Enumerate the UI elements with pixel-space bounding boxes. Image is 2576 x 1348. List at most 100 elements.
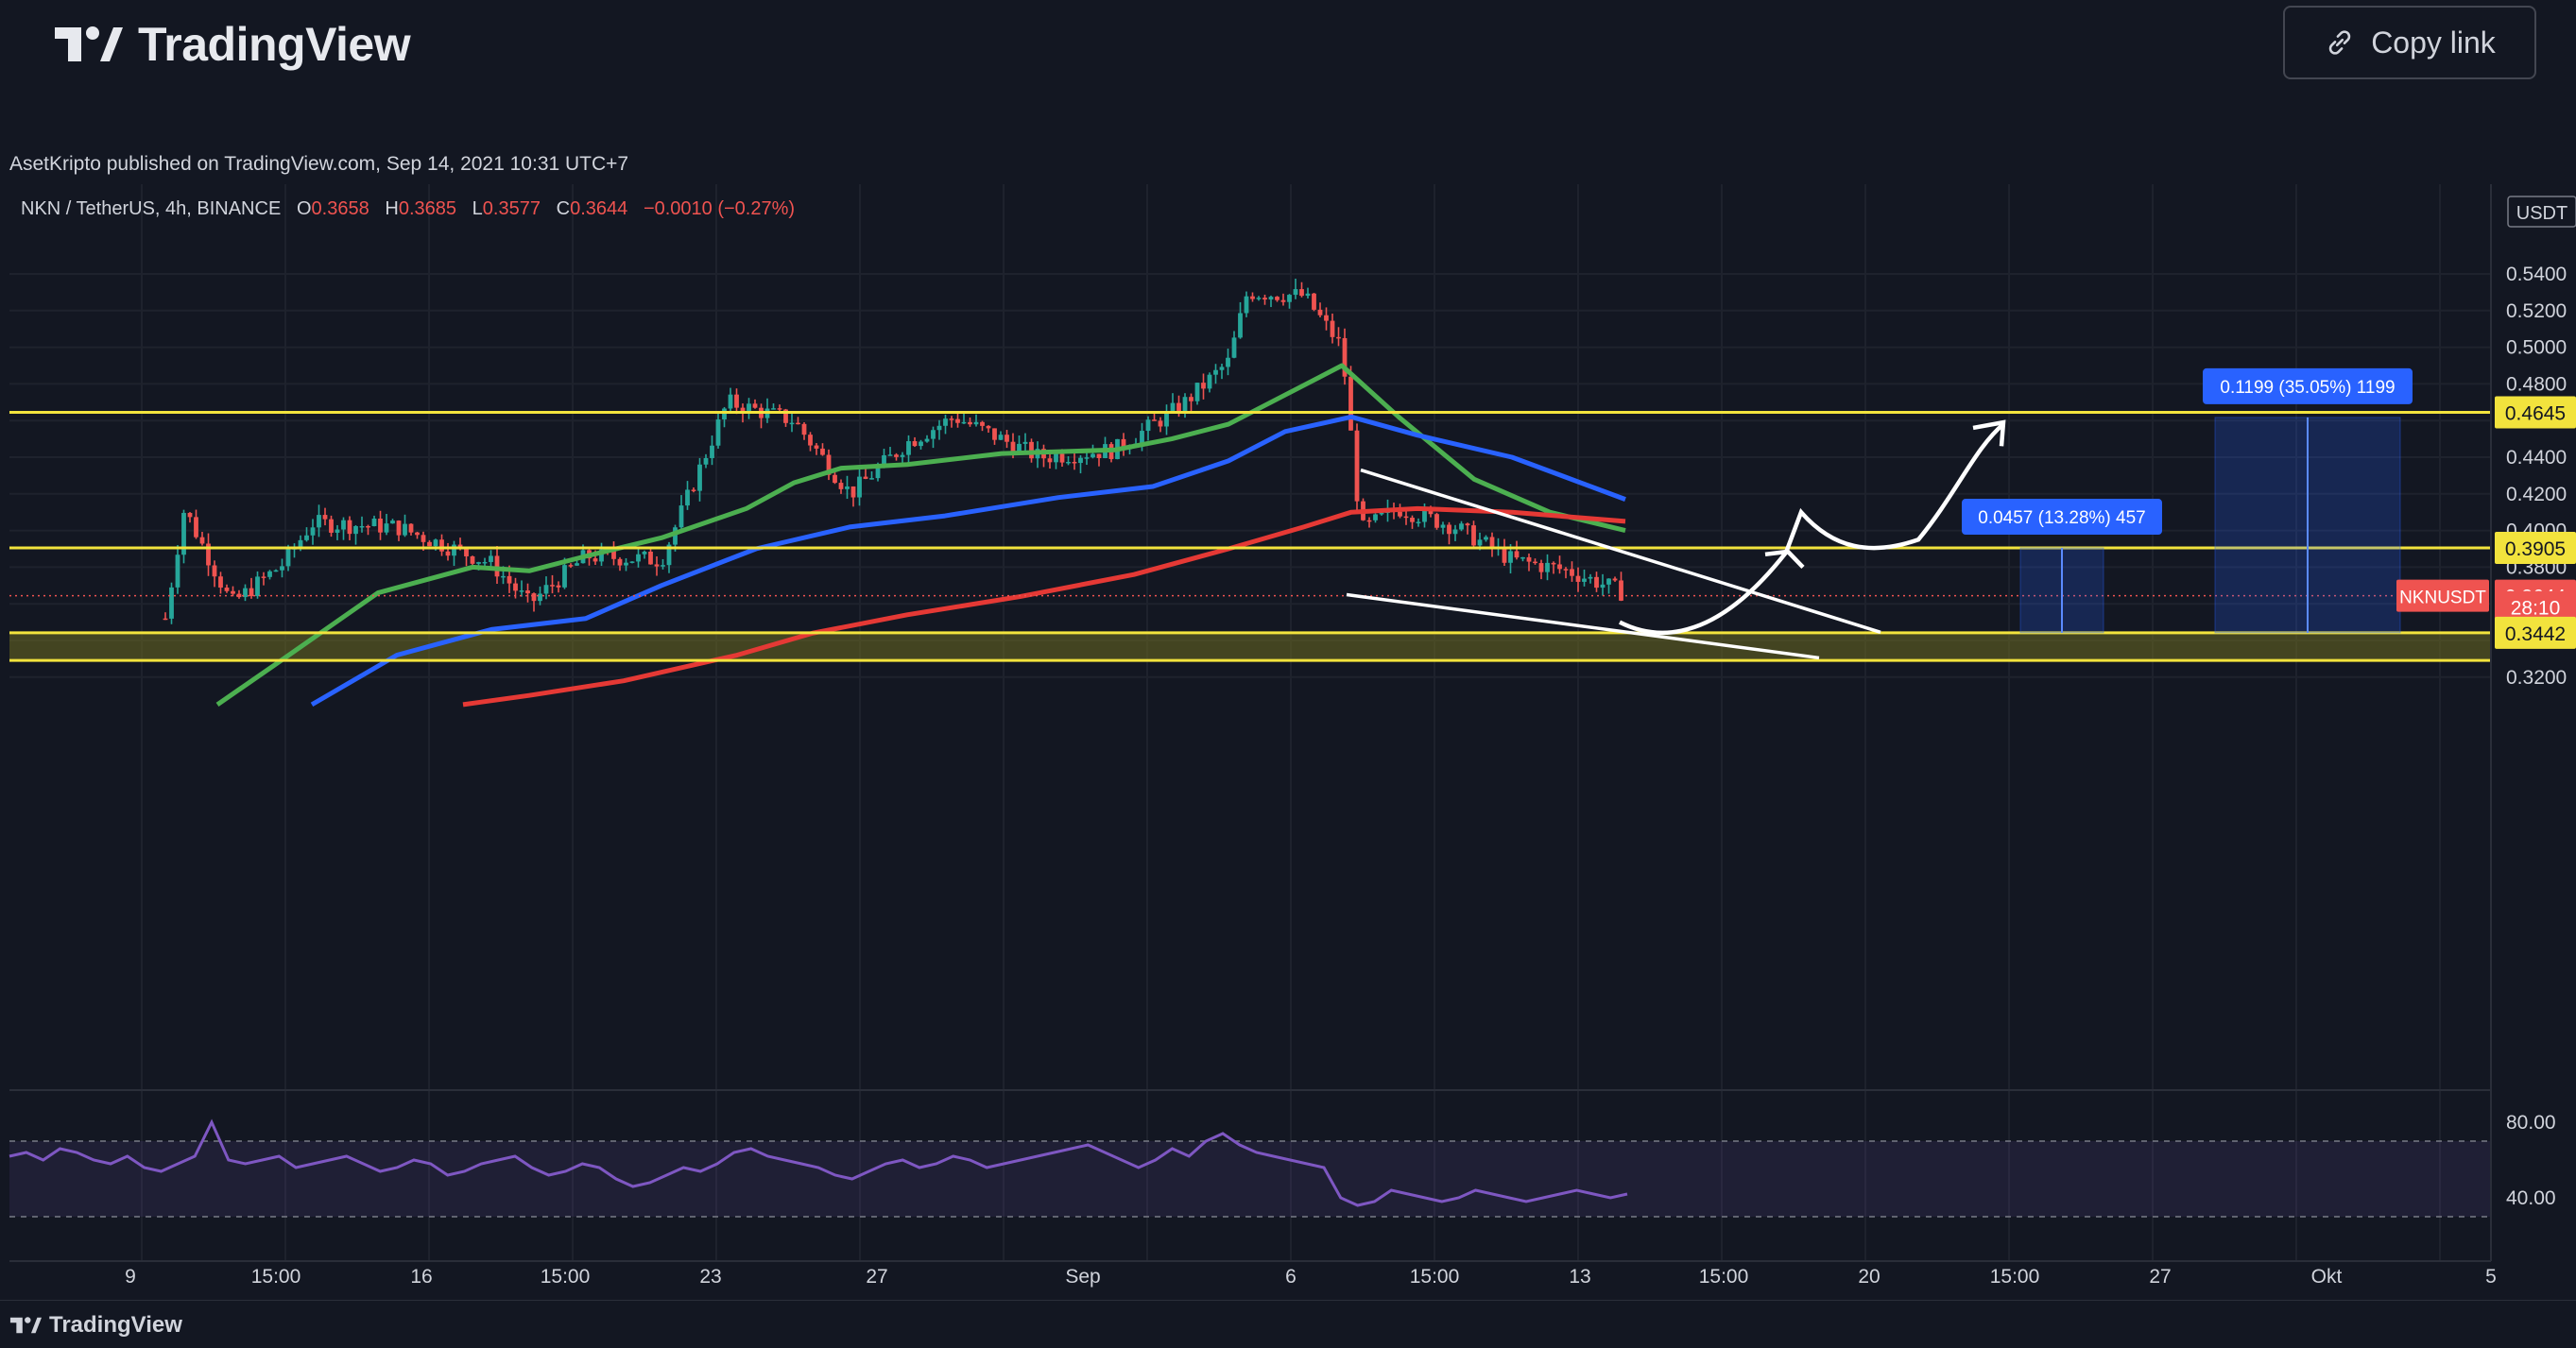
time-tick: 20 xyxy=(1858,1266,1880,1288)
candle-body xyxy=(1403,516,1409,519)
support-zone xyxy=(9,632,2491,661)
candle-body xyxy=(445,551,451,556)
candle-body xyxy=(231,590,235,594)
candle-body xyxy=(224,588,230,591)
high-value: 0.3685 xyxy=(398,198,456,219)
candle-body xyxy=(1164,410,1169,427)
wedge-upper-line xyxy=(1360,468,1881,634)
top-bar: TradingView Copy link xyxy=(0,0,2576,140)
candle-body xyxy=(1588,576,1593,579)
candle-body xyxy=(857,476,862,498)
candle-body xyxy=(1594,576,1599,589)
candle-body xyxy=(390,520,395,524)
candle-body xyxy=(1010,441,1016,454)
projection-arrow-2 xyxy=(1783,422,2005,554)
symbol-label: NKN / TetherUS, 4h, BINANCE xyxy=(21,198,282,219)
tradingview-logo[interactable]: TradingView xyxy=(53,11,411,77)
candle-body xyxy=(1152,419,1157,421)
candle-body xyxy=(728,394,733,409)
candle-body xyxy=(1379,512,1384,515)
candle-body xyxy=(771,408,776,410)
time-tick: 15:00 xyxy=(541,1266,591,1288)
candle-body xyxy=(703,457,709,465)
candle-body xyxy=(875,467,881,479)
candle-body xyxy=(936,425,942,431)
price-tag: 0.3905 xyxy=(2505,538,2566,560)
candle-body xyxy=(1545,562,1550,572)
candle-body xyxy=(617,558,623,566)
candle-body xyxy=(912,441,918,447)
candle-body xyxy=(747,403,751,414)
candle-body xyxy=(384,523,389,533)
candle-body xyxy=(869,478,874,480)
candle-body xyxy=(1324,315,1329,321)
grid-lines xyxy=(9,184,2491,1261)
candle-body xyxy=(218,576,223,589)
candle-body xyxy=(1317,309,1323,316)
close-value: 0.3644 xyxy=(570,198,628,219)
candle-body xyxy=(1201,383,1206,389)
candle-body xyxy=(550,585,555,587)
time-tick: 15:00 xyxy=(1990,1266,2040,1288)
candle-body xyxy=(501,575,506,578)
candle-body xyxy=(1342,337,1348,377)
footer-logo[interactable]: TradingView xyxy=(9,1312,182,1339)
candle-body xyxy=(1219,367,1225,370)
price-tick: 0.5000 xyxy=(2506,337,2567,359)
candle-body xyxy=(863,476,868,479)
candle-body xyxy=(1275,297,1279,300)
candle-body xyxy=(1348,376,1353,431)
time-tick: 15:00 xyxy=(1699,1266,1749,1288)
candle-body xyxy=(273,570,279,572)
price-tick: 0.5400 xyxy=(2506,264,2567,285)
candle-body xyxy=(678,505,684,528)
candle-body xyxy=(525,590,530,594)
price-tick: 0.4200 xyxy=(2506,484,2567,505)
candle-body xyxy=(494,555,500,577)
candle-body xyxy=(507,575,512,584)
candle-body xyxy=(1176,402,1181,414)
candle-body xyxy=(1619,580,1623,601)
candle-body xyxy=(673,527,678,545)
candle-body xyxy=(415,532,420,536)
measurements: 0.0457 (13.28%) 457 0.1199 (35.05%) 1199 xyxy=(1962,367,2413,634)
candle-body xyxy=(666,544,672,566)
change-value: −0.0010 (−0.27%) xyxy=(643,198,796,219)
candle-body xyxy=(931,430,936,439)
candle-body xyxy=(464,547,469,556)
candle-body xyxy=(752,403,758,408)
time-tick: 27 xyxy=(2149,1266,2171,1288)
candle-body xyxy=(1140,431,1144,444)
candle-body xyxy=(900,454,905,457)
measure-label: 0.0457 (13.28%) 457 xyxy=(1978,508,2145,528)
candle-body xyxy=(845,486,850,489)
candle-body xyxy=(961,421,967,424)
candle-body xyxy=(457,544,463,548)
candle-body xyxy=(513,583,518,591)
horizontal-levels xyxy=(9,410,2491,662)
candle-body xyxy=(1054,453,1058,463)
time-tick: 13 xyxy=(1569,1266,1590,1288)
candle-body xyxy=(249,588,254,597)
candle-body xyxy=(850,486,856,498)
candle-body xyxy=(1447,524,1451,535)
candle-body xyxy=(919,441,923,447)
candle-body xyxy=(980,421,985,426)
copy-link-button[interactable]: Copy link xyxy=(2283,6,2536,79)
candle-body xyxy=(1059,453,1065,463)
candle-body xyxy=(285,548,291,567)
support-zone-fill xyxy=(9,632,2491,661)
candle-body xyxy=(243,588,248,598)
candle-body xyxy=(163,618,168,621)
candle-body xyxy=(1091,453,1095,458)
candle-body xyxy=(968,421,972,425)
price-tick: 0.5200 xyxy=(2506,300,2567,322)
candle-body xyxy=(1563,569,1569,571)
candle-body xyxy=(661,565,665,567)
ema-long-line xyxy=(462,505,1626,708)
candle-body xyxy=(181,512,186,555)
candle-body xyxy=(1005,435,1009,442)
chart-area[interactable]: 0.0457 (13.28%) 457 0.1199 (35.05%) 1199 … xyxy=(0,184,2576,1299)
low-value: 0.3577 xyxy=(482,198,541,219)
